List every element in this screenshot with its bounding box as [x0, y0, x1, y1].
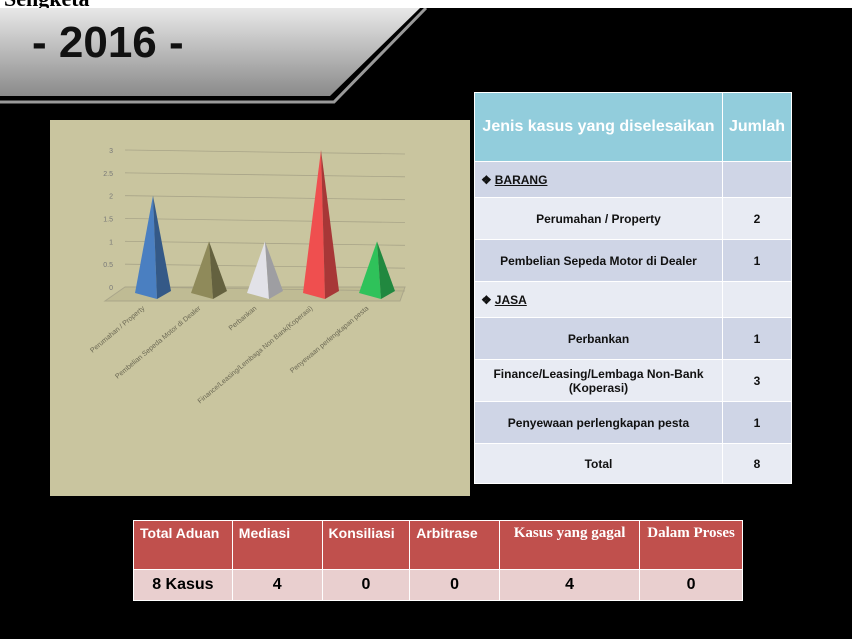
- pyramid-side: [153, 195, 171, 299]
- summary-column: Dalam Proses: [639, 520, 743, 570]
- pyramid-face: [135, 195, 157, 299]
- bullet-icon: ❖: [481, 172, 492, 187]
- summary-value: 4: [231, 569, 323, 601]
- summary-value: 8 Kasus: [133, 569, 233, 601]
- summary-column: Mediasi: [231, 520, 323, 570]
- data-row: Finance/Leasing/Lembaga Non-Bank (Kopera…: [474, 359, 793, 402]
- pyramid-face: [359, 241, 381, 299]
- total-cell: Total: [474, 443, 723, 484]
- pyramid-side: [209, 241, 227, 299]
- summary-column: Konsiliasi: [321, 520, 411, 570]
- summary-column: Arbitrase: [409, 520, 500, 570]
- case-cell: Penyewaan perlengkapan pesta: [474, 401, 723, 444]
- count-cell: 1: [721, 317, 793, 360]
- case-table: Jenis kasus yang diselesaikan Jumlah ❖ BAR…: [474, 92, 793, 484]
- data-row: Penyewaan perlengkapan pesta 1: [474, 401, 793, 444]
- year-title: - 2016 -: [32, 18, 184, 67]
- column-header: Jenis kasus yang diselesaikan: [474, 92, 723, 162]
- caption: Sengketa: [4, 0, 90, 8]
- pyramid-side: [265, 241, 283, 299]
- summary-value: 0: [639, 569, 743, 601]
- data-row: Pembelian Sepeda Motor di Dealer 1: [474, 239, 793, 282]
- pyramid-side: [321, 150, 339, 299]
- banner-line: [0, 8, 428, 104]
- total-row: Total 8: [474, 443, 793, 484]
- data-row: Perumahan / Property 2: [474, 197, 793, 240]
- pyramid-face: [303, 150, 325, 299]
- banner: [0, 8, 428, 104]
- grid-line: [124, 218, 406, 223]
- summary-value: 0: [409, 569, 500, 601]
- y-tick-label: 2: [109, 194, 113, 201]
- y-tick-label: 1: [109, 239, 113, 246]
- section-row: ❖ JASA: [474, 281, 793, 318]
- section-cell: ❖ BARANG: [474, 161, 723, 198]
- case-cell: Finance/Leasing/Lembaga Non-Bank (Kopera…: [474, 359, 723, 402]
- summary-column: Total Aduan: [133, 520, 233, 570]
- summary-column: Kasus yang gagal: [498, 520, 641, 570]
- x-tick-label: Perbankan: [228, 305, 259, 332]
- count-cell: 1: [721, 239, 793, 282]
- count-cell: 1: [721, 401, 793, 444]
- grid-line: [124, 195, 406, 201]
- y-tick-label: 3: [109, 148, 113, 155]
- bullet-icon: ❖: [481, 292, 492, 307]
- count-cell: 2: [721, 197, 793, 240]
- summary-header: Total Aduan Mediasi Konsiliasi Arbitrase Kas…: [133, 520, 743, 570]
- pyramid: [303, 150, 339, 299]
- pyramid-face: [191, 241, 213, 299]
- grid-line: [124, 172, 406, 178]
- data-row: Perbankan 1: [474, 317, 793, 360]
- case-cell: Perbankan: [474, 317, 723, 360]
- y-tick-label: 1.5: [103, 217, 113, 224]
- pyramid-face: [247, 241, 269, 299]
- section-cell: ❖ JASA: [474, 281, 723, 318]
- section-name: BARANG: [494, 172, 548, 187]
- count-cell: 3: [721, 359, 793, 402]
- chart-area: 0 0.5 1 1.5 2 2.5 3 Perumahan / Property Pembeli…: [50, 120, 470, 496]
- summary-value: 0: [321, 569, 411, 601]
- top-strip: Sengketa: [0, 0, 852, 8]
- empty-cell: [721, 161, 793, 198]
- x-tick-label: Finance/Leasing/Lembaga Non Bank(Koperas…: [197, 305, 314, 405]
- pyramid: [359, 241, 395, 299]
- section-name: JASA: [494, 292, 527, 307]
- summary-table: Total Aduan Mediasi Konsiliasi Arbitrase Kas…: [133, 520, 743, 601]
- summary-value: 4: [498, 569, 641, 601]
- y-tick-label: 0.5: [103, 262, 113, 269]
- summary-values: 8 Kasus 4 0 0 4 0: [133, 569, 743, 601]
- x-tick-label: Perumahan / Property: [89, 305, 146, 355]
- case-cell: Pembelian Sepeda Motor di Dealer: [474, 239, 723, 282]
- total-cell: 8: [721, 443, 793, 484]
- y-tick-label: 2.5: [103, 171, 113, 178]
- header-row: Jenis kasus yang diselesaikan Jumlah: [474, 92, 793, 162]
- column-header: Jumlah: [721, 92, 793, 162]
- pyramid: [247, 241, 283, 299]
- case-cell: Perumahan / Property: [474, 197, 723, 240]
- section-row: ❖ BARANG: [474, 161, 793, 198]
- banner-shape: [0, 8, 420, 96]
- pyramid: [135, 195, 171, 299]
- grid-line: [124, 149, 406, 155]
- y-tick-label: 0: [109, 285, 113, 292]
- pyramid-side: [377, 241, 395, 299]
- empty-cell: [721, 281, 793, 318]
- pyramid: [191, 241, 227, 299]
